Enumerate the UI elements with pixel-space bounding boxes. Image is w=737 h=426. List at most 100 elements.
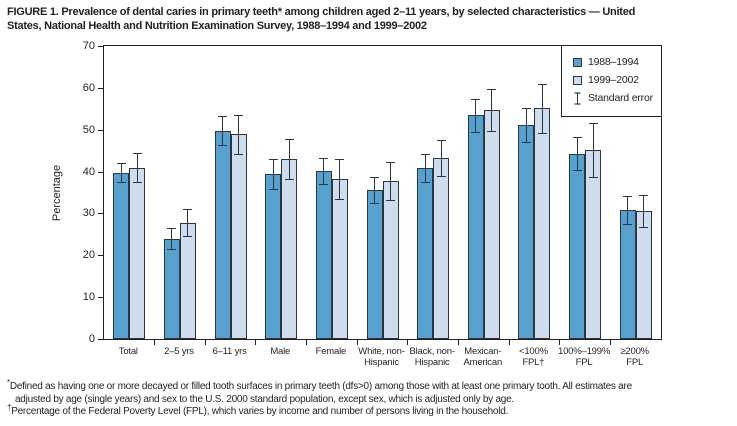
error-bar-cap-top: [284, 138, 294, 140]
y-tick-label: 10: [82, 291, 95, 304]
error-bar-cap-top: [588, 123, 598, 125]
error-bar-line: [525, 108, 527, 142]
error-bar-line: [390, 161, 391, 200]
bar-1988–1994-Total: [113, 172, 130, 339]
bar-1999–2002-White, non-Hispanic: [382, 180, 399, 339]
y-tick-mark: [98, 255, 103, 257]
error-bar-cap-bottom: [471, 131, 481, 133]
bar-1999–2002-≥200% FPL: [635, 210, 652, 339]
figure-title-line2: States, National Health and Nutrition Ex…: [7, 20, 427, 32]
error-bar-cap-top: [639, 195, 649, 196]
error-bar-cap-bottom: [588, 177, 598, 178]
error-bar-cap-top: [386, 161, 395, 163]
bar-1988–1994-2–5 yrs: [163, 238, 180, 339]
footnotes: *Defined as having one or more decayed o…: [7, 379, 632, 419]
bar-1988–1994-Male: [265, 174, 282, 339]
x-boundary-tick: [407, 340, 409, 345]
x-category-label-line: Black, non-: [409, 346, 455, 357]
error-bar-line: [541, 83, 543, 134]
y-tick-label: 60: [82, 81, 95, 94]
legend-item-1988-1994: 1988–1994: [573, 53, 661, 71]
bar-1999–2002-<100% FPL†: [534, 108, 551, 339]
x-category-label-Mexican-American: Mexican- American: [464, 346, 503, 368]
error-bar-cap-bottom: [386, 199, 395, 201]
error-bar-cap-bottom: [268, 189, 278, 191]
error-bar-cap-bottom: [370, 202, 379, 204]
error-bar-cap-top: [521, 108, 531, 110]
x-category-label-line: ≥200%: [620, 346, 649, 357]
error-bar-line: [288, 138, 290, 179]
error-bar-cap-top: [132, 153, 142, 155]
bar-1999–2002-6–11 yrs: [230, 134, 247, 339]
x-category-label-line: 6–11 yrs: [212, 346, 247, 357]
x-category-label-line: Mexican-: [464, 346, 502, 357]
legend-swatch-1999-2002: [573, 75, 582, 85]
error-bar-line: [475, 99, 477, 132]
x-category-label-line: FPL†: [522, 357, 545, 368]
bar-1988–1994-Black, non-Hispanic: [417, 167, 434, 339]
error-bar-cap-bottom: [487, 130, 497, 132]
x-category-label-line: American: [463, 357, 503, 368]
x-boundary-tick: [609, 340, 611, 345]
error-bar-line: [627, 196, 629, 224]
x-boundary-tick: [154, 340, 156, 345]
error-bar-cap-top: [218, 115, 228, 117]
y-tick-mark: [98, 297, 103, 299]
y-tick-label: 20: [82, 249, 95, 262]
error-bar-cap-top: [116, 163, 126, 165]
x-category-label-Black, non-Hispanic: Black, non- Hispanic: [409, 346, 455, 368]
x-boundary-tick: [457, 340, 459, 345]
legend: 1988–1994 1999–2002 Standard error: [561, 45, 662, 117]
x-category-label-6–11 yrs: 6–11 yrs: [213, 346, 247, 357]
x-category-label-line: White, non-: [358, 346, 405, 357]
figure-title: FIGURE 1. Prevalence of dental caries in…: [7, 5, 635, 33]
x-boundary-tick: [255, 340, 257, 345]
error-bar-cap-bottom: [218, 145, 228, 147]
footnote-asterisk-line2: adjusted by age (single years) and sex t…: [15, 393, 514, 405]
footnote-dagger-line1: †Percentage of the Federal Poverty Level…: [7, 404, 632, 419]
bar-1988–1994-6–11 yrs: [214, 130, 231, 339]
legend-item-1999-2002: 1999–2002: [573, 71, 661, 89]
footnote-asterisk-text1: Defined as having one or more decayed or…: [9, 381, 632, 392]
error-bar-line: [323, 157, 325, 184]
bar-1988–1994-Mexican-American: [467, 115, 484, 339]
legend-item-standard-error: Standard error: [573, 89, 661, 107]
error-bar-cap-bottom: [167, 249, 177, 250]
error-bar-line: [424, 153, 426, 183]
error-bar-cap-bottom: [132, 182, 142, 184]
y-tick-label: 40: [82, 165, 95, 178]
error-bar-cap-bottom: [420, 182, 430, 184]
x-category-label-line: Female: [315, 346, 347, 357]
bar-1988–1994-White, non-Hispanic: [366, 190, 383, 339]
error-bar-cap-top: [537, 83, 547, 85]
error-bar-cap-bottom: [436, 175, 446, 177]
y-tick-label: 0: [88, 333, 95, 345]
x-category-label-White, non-Hispanic: White, non- Hispanic: [358, 346, 405, 368]
x-category-label-2–5 yrs: 2–5 yrs: [164, 346, 194, 357]
x-category-label-line: 2–5 yrs: [164, 346, 194, 357]
bar-1999–2002-Black, non-Hispanic: [433, 157, 450, 339]
y-tick-mark: [98, 129, 103, 131]
error-bar-line: [136, 153, 138, 183]
error-bar-line: [592, 123, 594, 177]
y-tick-label: 50: [82, 123, 95, 136]
error-bar-cap-top: [234, 114, 244, 116]
error-bar-cap-top: [167, 228, 177, 230]
error-bar-cap-top: [623, 196, 633, 198]
x-boundary-tick: [508, 340, 510, 345]
bar-1999–2002-100%–199% FPL: [585, 150, 602, 339]
bar-1999–2002-2–5 yrs: [179, 222, 196, 339]
error-bar-line: [643, 195, 645, 227]
y-axis-label-wrap: Percentage: [48, 45, 66, 340]
y-axis-label: Percentage: [51, 164, 64, 221]
error-bar-line: [222, 115, 224, 146]
figure-title-line1: FIGURE 1. Prevalence of dental caries in…: [7, 6, 636, 18]
error-bar-cap-top: [471, 99, 481, 101]
error-bar-cap-bottom: [183, 236, 193, 238]
x-category-label-line: Male: [270, 346, 291, 357]
legend-label-1988-1994: 1988–1994: [588, 56, 639, 68]
x-category-label-line: FPL: [575, 357, 593, 368]
error-bar-cap-bottom: [572, 170, 582, 172]
error-bar-cap-bottom: [234, 153, 244, 155]
y-tick-label: 70: [82, 40, 95, 52]
